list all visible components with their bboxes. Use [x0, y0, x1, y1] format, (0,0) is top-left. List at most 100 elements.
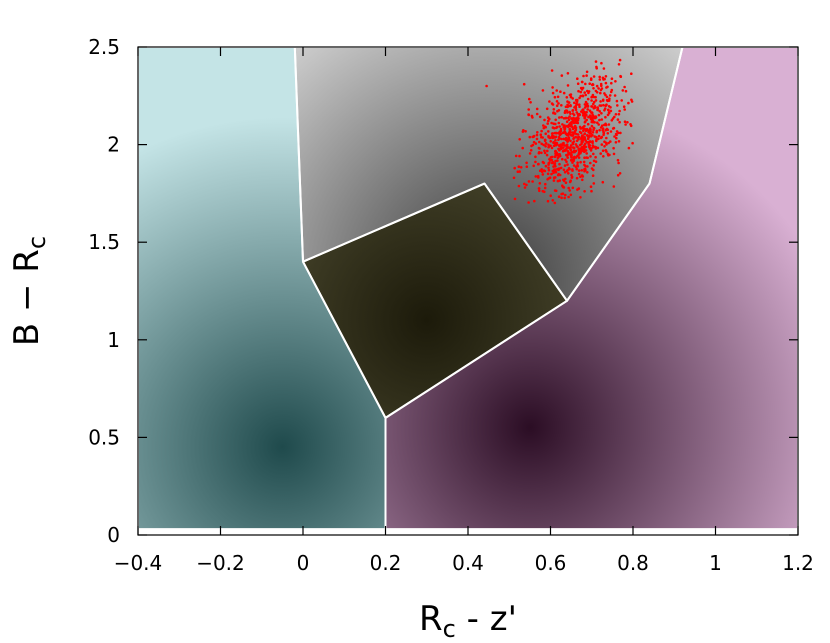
scatter-point	[615, 130, 619, 133]
scatter-point	[553, 126, 556, 130]
scatter-point	[553, 155, 557, 159]
scatter-point	[567, 101, 571, 104]
scatter-point	[607, 111, 611, 114]
scatter-point	[535, 107, 539, 111]
scatter-point	[595, 67, 598, 70]
scatter-point	[576, 118, 579, 121]
olive-region	[303, 183, 567, 418]
scatter-point	[547, 143, 550, 147]
scatter-point	[547, 134, 550, 138]
scatter-point	[555, 104, 559, 107]
scatter-point	[616, 173, 620, 177]
scatter-point	[574, 165, 578, 169]
scatter-point	[585, 74, 588, 77]
scatter-point	[596, 121, 599, 124]
scatter-point	[582, 160, 586, 164]
scatter-point	[601, 127, 605, 130]
y-axis-title: B − Rc	[7, 236, 51, 346]
scatter-point	[560, 74, 564, 77]
scatter-point	[600, 112, 603, 115]
scatter-point	[589, 132, 593, 135]
scatter-point	[547, 166, 550, 170]
scatter-point	[571, 168, 574, 171]
scatter-point	[579, 86, 583, 90]
scatter-point	[558, 162, 561, 166]
scatter-point	[541, 89, 545, 92]
scatter-point	[546, 199, 550, 203]
scatter-point	[586, 97, 590, 101]
scatter-point	[587, 143, 591, 147]
scatter-point	[584, 100, 588, 104]
scatter-point	[579, 160, 582, 164]
scatter-point	[549, 156, 553, 159]
x-axis-title: Rc - z'	[419, 599, 517, 643]
scatter-point	[579, 127, 582, 130]
scatter-point	[592, 164, 595, 167]
scatter-point	[580, 169, 584, 172]
scatter-point	[591, 120, 595, 124]
scatter-point	[535, 137, 539, 141]
scatter-point	[617, 161, 620, 165]
scatter-point	[534, 160, 537, 164]
scatter-point	[566, 149, 570, 153]
scatter-point	[532, 135, 535, 139]
scatter-point	[547, 130, 550, 133]
scatter-point	[616, 158, 620, 162]
scatter-point	[570, 176, 574, 179]
scatter-point	[521, 146, 524, 150]
scatter-point	[540, 168, 543, 171]
scatter-point	[595, 129, 599, 133]
scatter-point	[599, 136, 603, 140]
scatter-point	[612, 185, 616, 188]
scatter-point	[570, 125, 574, 129]
scatter-point	[607, 105, 611, 108]
scatter-point	[582, 127, 585, 131]
scatter-point	[604, 75, 608, 78]
scatter-point	[567, 132, 571, 136]
y-tick-label: 0	[107, 523, 120, 547]
scatter-point	[554, 118, 557, 122]
scatter-point	[595, 84, 599, 88]
scatter-point	[603, 145, 606, 148]
scatter-point	[517, 184, 521, 188]
scatter-point	[577, 89, 580, 93]
scatter-point	[529, 101, 532, 104]
scatter-point	[552, 108, 556, 111]
scatter-point	[609, 130, 613, 133]
scatter-point	[591, 174, 595, 177]
scatter-point	[584, 120, 587, 123]
scatter-point	[521, 130, 525, 133]
scatter-point	[604, 141, 608, 145]
scatter-point	[527, 201, 530, 204]
scatter-point	[600, 143, 604, 146]
scatter-point	[575, 167, 578, 171]
scatter-point	[582, 74, 585, 78]
scatter-point	[555, 141, 559, 145]
scatter-point	[560, 104, 563, 107]
scatter-point	[574, 120, 577, 124]
scatter-point	[619, 131, 622, 135]
scatter-point	[581, 175, 585, 178]
scatter-point	[563, 164, 567, 167]
scatter-point	[567, 118, 571, 121]
scatter-point	[517, 165, 521, 168]
scatter-point	[606, 85, 609, 89]
scatter-point	[591, 145, 595, 149]
scatter-point	[550, 69, 554, 72]
scatter-point	[600, 87, 604, 90]
scatter-point	[543, 149, 546, 153]
scatter-point	[608, 97, 611, 100]
scatter-point	[536, 131, 539, 134]
scatter-point	[557, 153, 560, 156]
scatter-point	[546, 149, 549, 153]
scatter-point	[608, 153, 611, 157]
scatter-point	[561, 123, 564, 126]
scatter-point	[583, 132, 586, 136]
scatter-point	[513, 197, 517, 201]
scatter-point	[572, 164, 576, 167]
scatter-point	[554, 149, 557, 153]
scatter-point	[564, 177, 567, 181]
scatter-point	[592, 126, 595, 130]
scatter-point	[527, 108, 530, 111]
scatter-point	[589, 147, 592, 151]
